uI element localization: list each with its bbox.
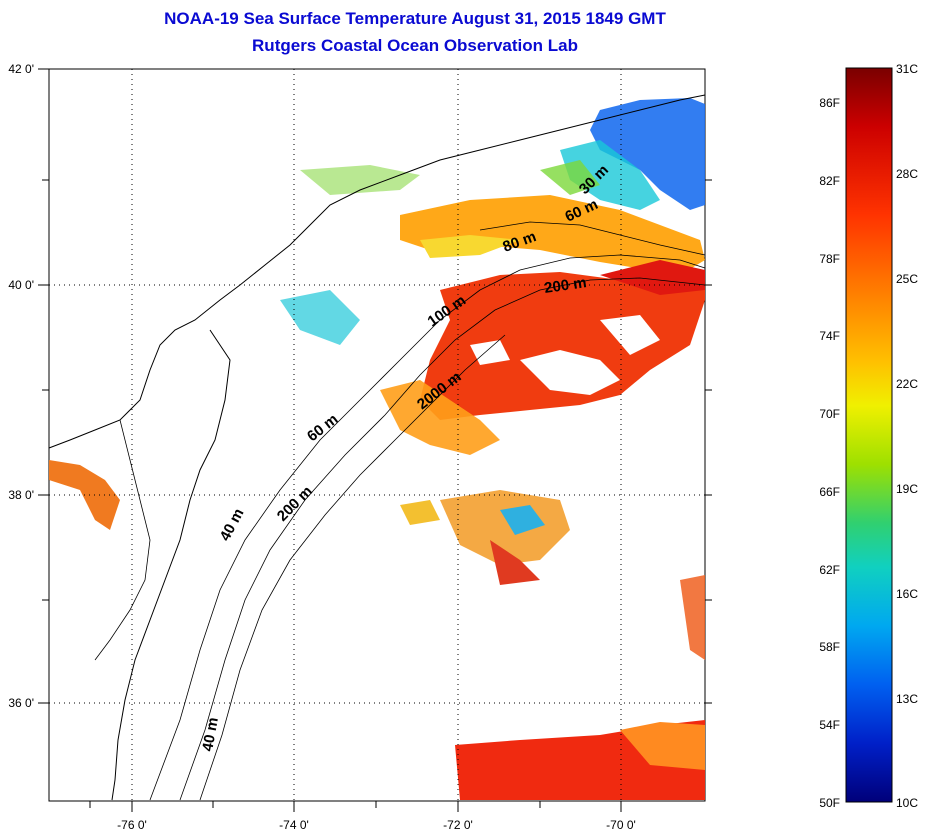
colorbar-c-label: 28C (896, 167, 918, 181)
colorbar-f-label: 66F (819, 485, 840, 499)
colorbar-f-label: 82F (819, 174, 840, 188)
delaware-coast (111, 329, 231, 801)
sst-patch-northeast-cyan (560, 140, 660, 210)
coastline (48, 94, 706, 449)
lat-tick-label: 38 0' (8, 488, 34, 502)
colorbar-f-label: 86F (819, 96, 840, 110)
colorbar-celsius-labels: 31C 28C 25C 22C 19C 16C 13C 10C (896, 62, 918, 810)
tick-marks (38, 68, 712, 812)
colorbar-f-label: 58F (819, 640, 840, 654)
colorbar-f-label: 74F (819, 329, 840, 343)
sst-patch-midatlantic-2 (500, 505, 545, 535)
contour-middle (179, 277, 706, 801)
cloud-gap-2 (600, 315, 660, 355)
lat-tick-label: 42 0' (8, 62, 34, 76)
sst-patch-coastal-cyan (280, 290, 360, 345)
sst-patch-yellow-band (420, 235, 520, 258)
depth-label-40m: 40 m (199, 716, 222, 753)
colorbar-f-label: 62F (819, 563, 840, 577)
chesapeake-coast (94, 419, 151, 661)
sst-patch-southeast-orange (620, 722, 705, 770)
sst-patch-midatlantic-1 (440, 490, 570, 565)
graticule (49, 69, 705, 801)
cloud-gap-3 (470, 340, 510, 365)
cloud-gap-1 (520, 350, 620, 395)
lon-tick-label: -72 0' (443, 818, 473, 832)
map-title: NOAA-19 Sea Surface Temperature August 3… (164, 9, 666, 28)
sst-patch-red-east (600, 260, 705, 295)
colorbar-c-label: 16C (896, 587, 918, 601)
colorbar-f-label: 54F (819, 718, 840, 732)
colorbar-f-label: 78F (819, 252, 840, 266)
lat-tick-label: 40 0' (8, 278, 34, 292)
sst-patch-midatlantic-3 (490, 540, 540, 585)
sst-patches (49, 98, 705, 800)
colorbar-c-label: 19C (896, 482, 918, 496)
sst-patch-northeast-cold (590, 98, 705, 210)
sst-patch-coastal-fringe (380, 380, 500, 455)
depth-label-200m: 200 m (543, 274, 587, 297)
lon-tick-label: -76 0' (117, 818, 147, 832)
colorbar-c-label: 22C (896, 377, 918, 391)
lon-tick-label: -74 0' (279, 818, 309, 832)
colorbar-c-label: 10C (896, 796, 918, 810)
sst-patch-orange-band (400, 195, 705, 275)
contour-inner (149, 254, 706, 801)
colorbar-fahrenheit-labels: 86F 82F 78F 74F 70F 66F 62F 58F 54F 50F (819, 96, 840, 810)
colorbar (845, 67, 893, 803)
sst-patch-northeast-green (540, 160, 600, 195)
sst-patch-east-edge (680, 575, 705, 660)
colorbar-c-label: 13C (896, 692, 918, 706)
lon-tick-label: -70 0' (606, 818, 636, 832)
contour-outer (199, 334, 506, 801)
contour-shelf-north (479, 221, 706, 256)
map-subtitle: Rutgers Coastal Ocean Observation Lab (252, 36, 578, 55)
sst-patch-red-main (420, 272, 705, 420)
colorbar-c-label: 25C (896, 272, 918, 286)
colorbar-c-label: 31C (896, 62, 918, 76)
bathymetry-contours (149, 221, 706, 801)
sst-patch-longisland (300, 165, 420, 195)
sst-patch-midatlantic-4 (400, 500, 440, 525)
colorbar-f-label: 50F (819, 796, 840, 810)
colorbar-f-label: 70F (819, 407, 840, 421)
lat-tick-label: 36 0' (8, 696, 34, 710)
